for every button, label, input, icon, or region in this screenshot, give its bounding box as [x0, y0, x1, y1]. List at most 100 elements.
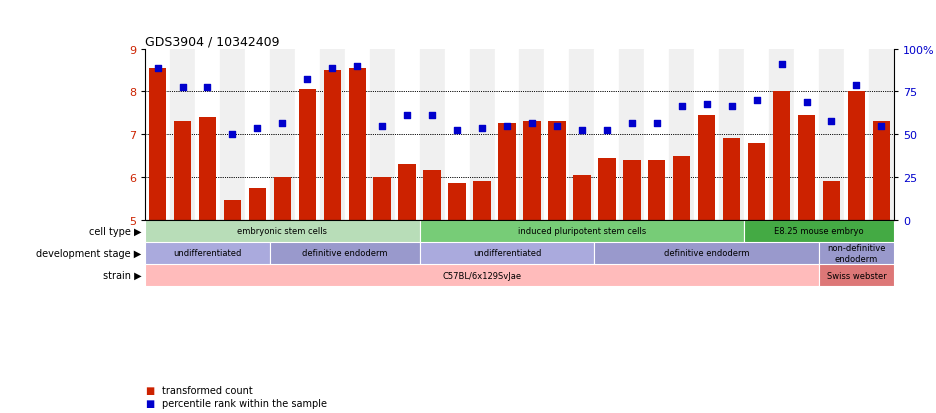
Bar [620, 50, 644, 220]
Text: undifferentiated: undifferentiated [473, 249, 541, 258]
Text: development stage ▶: development stage ▶ [37, 248, 141, 259]
Point [799, 100, 814, 106]
Point [150, 65, 165, 72]
Point [774, 61, 789, 68]
Bar [648, 160, 665, 220]
Text: percentile rank within the sample: percentile rank within the sample [162, 398, 327, 408]
Bar [419, 242, 594, 264]
Bar [748, 143, 766, 220]
Point [874, 123, 889, 130]
Point [849, 83, 864, 89]
Point [325, 65, 340, 72]
Text: E8.25 mouse embryo: E8.25 mouse embryo [774, 227, 864, 236]
Bar [819, 242, 894, 264]
Bar [149, 69, 167, 220]
Bar [320, 50, 344, 220]
Bar [373, 178, 391, 220]
Bar [848, 92, 865, 220]
Point [250, 125, 265, 132]
Text: embryonic stem cells: embryonic stem cells [238, 227, 328, 236]
Point [400, 112, 415, 119]
Bar [299, 90, 316, 220]
Bar [170, 50, 195, 220]
Bar [249, 188, 266, 220]
Bar [174, 122, 191, 220]
Point [824, 119, 839, 126]
Point [200, 85, 215, 91]
Bar [594, 50, 620, 220]
Bar [270, 242, 419, 264]
Bar [523, 122, 541, 220]
Bar [669, 50, 695, 220]
Bar [594, 242, 819, 264]
Text: definitive endoderm: definitive endoderm [664, 249, 750, 258]
Bar [794, 50, 819, 220]
Point [749, 97, 764, 104]
Text: C57BL/6x129SvJae: C57BL/6x129SvJae [443, 271, 521, 280]
Point [449, 127, 464, 134]
Point [175, 85, 190, 91]
Point [650, 121, 665, 128]
Point [425, 112, 440, 119]
Text: Swiss webster: Swiss webster [826, 271, 886, 280]
Bar [419, 220, 744, 242]
Text: undifferentiated: undifferentiated [173, 249, 241, 258]
Bar [548, 122, 565, 220]
Point [300, 76, 314, 83]
Bar [598, 158, 616, 220]
Bar [198, 118, 216, 220]
Bar [872, 122, 890, 220]
Bar [395, 50, 419, 220]
Point [699, 102, 714, 108]
Text: ■: ■ [145, 385, 154, 395]
Point [599, 127, 614, 134]
Text: strain ▶: strain ▶ [103, 271, 141, 280]
Bar [445, 50, 470, 220]
Text: induced pluripotent stem cells: induced pluripotent stem cells [518, 227, 646, 236]
Point [475, 125, 490, 132]
Point [549, 123, 564, 130]
Text: cell type ▶: cell type ▶ [89, 226, 141, 236]
Bar [673, 156, 691, 220]
Bar [623, 160, 640, 220]
Bar [270, 50, 295, 220]
Bar [695, 50, 719, 220]
Point [500, 123, 515, 130]
Point [350, 63, 365, 70]
Bar [844, 50, 869, 220]
Bar [399, 165, 416, 220]
Bar [494, 50, 519, 220]
Point [674, 104, 689, 110]
Bar [644, 50, 669, 220]
Point [524, 121, 539, 128]
Bar [519, 50, 545, 220]
Bar [819, 264, 894, 287]
Bar [723, 139, 740, 220]
Bar [370, 50, 395, 220]
Bar [569, 50, 594, 220]
Bar [245, 50, 270, 220]
Bar [348, 69, 366, 220]
Bar [145, 50, 170, 220]
Bar [869, 50, 894, 220]
Bar [145, 220, 419, 242]
Bar [744, 50, 769, 220]
Text: ■: ■ [145, 398, 154, 408]
Point [575, 127, 590, 134]
Bar [423, 171, 441, 220]
Bar [819, 50, 844, 220]
Point [374, 123, 389, 130]
Bar [224, 201, 241, 220]
Bar [273, 178, 291, 220]
Bar [797, 116, 815, 220]
Bar [545, 50, 569, 220]
Point [724, 104, 739, 110]
Bar [719, 50, 744, 220]
Bar [324, 71, 341, 220]
Bar [498, 124, 516, 220]
Bar [295, 50, 320, 220]
Bar [769, 50, 794, 220]
Bar [344, 50, 370, 220]
Bar [419, 50, 445, 220]
Bar [470, 50, 494, 220]
